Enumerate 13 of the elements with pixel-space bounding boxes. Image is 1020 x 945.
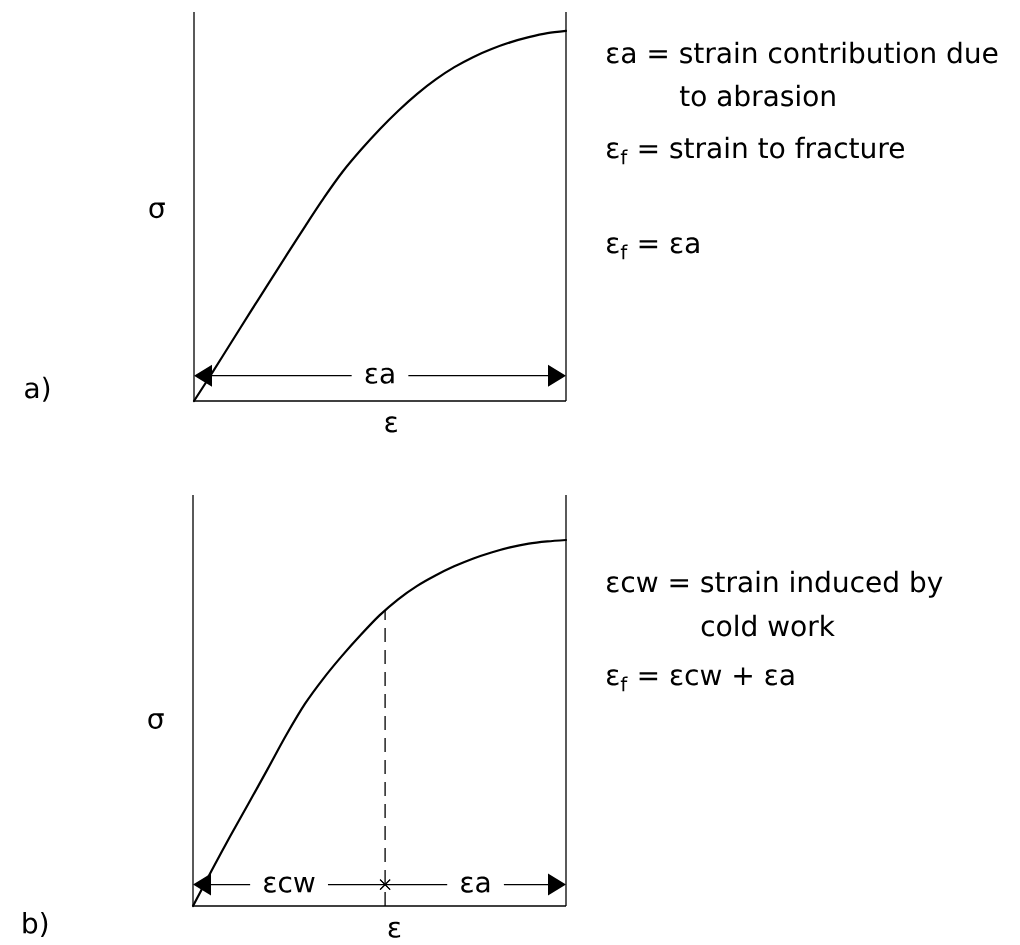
text: b)	[23, 912, 48, 937]
y-axis-title: σ	[149, 202, 165, 219]
text: ε$_{f}$ = strain to fracture	[607, 136, 904, 165]
annotation: εa	[365, 367, 394, 384]
text: a)	[25, 376, 50, 402]
x-axis-title: ε	[385, 416, 397, 433]
x-axis-title: ε	[388, 921, 401, 938]
annotation: εa	[461, 876, 490, 893]
text: εa = strain contribution due to abrasion	[607, 41, 998, 107]
text: ε$_{f}$ = εcw + εa	[607, 667, 794, 692]
y-axis-title: σ	[148, 713, 164, 729]
annotation: εcw	[264, 876, 315, 893]
text: ε$_{f}$ = εa	[607, 237, 699, 260]
